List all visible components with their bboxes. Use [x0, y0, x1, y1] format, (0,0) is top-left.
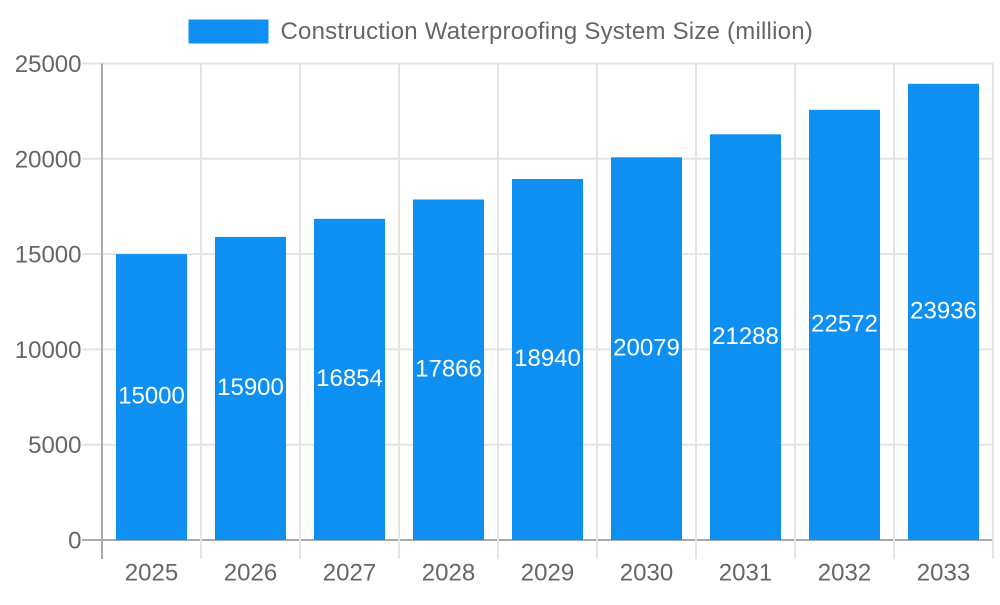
svg-text:0: 0 — [68, 528, 81, 555]
svg-text:16854: 16854 — [316, 365, 383, 392]
svg-text:21288: 21288 — [712, 323, 779, 350]
svg-text:10000: 10000 — [15, 337, 82, 364]
svg-text:2027: 2027 — [323, 560, 376, 587]
svg-text:2028: 2028 — [422, 560, 475, 587]
svg-text:23936: 23936 — [910, 298, 977, 325]
svg-text:20000: 20000 — [15, 146, 82, 173]
svg-text:2031: 2031 — [719, 560, 772, 587]
svg-text:2030: 2030 — [620, 560, 673, 587]
svg-text:15000: 15000 — [118, 383, 185, 410]
svg-text:20079: 20079 — [613, 334, 680, 361]
svg-text:22572: 22572 — [811, 311, 878, 338]
svg-text:2029: 2029 — [521, 560, 574, 587]
svg-text:18940: 18940 — [514, 345, 581, 372]
svg-text:25000: 25000 — [15, 51, 82, 78]
svg-text:2033: 2033 — [917, 560, 970, 587]
svg-text:2032: 2032 — [818, 560, 871, 587]
svg-text:17866: 17866 — [415, 355, 482, 382]
svg-text:5000: 5000 — [28, 432, 81, 459]
svg-text:15900: 15900 — [217, 374, 284, 401]
svg-text:15000: 15000 — [15, 242, 82, 269]
svg-text:2026: 2026 — [224, 560, 277, 587]
svg-text:2025: 2025 — [125, 560, 178, 587]
svg-text:Construction Waterproofing Sys: Construction Waterproofing System Size (… — [281, 18, 814, 45]
